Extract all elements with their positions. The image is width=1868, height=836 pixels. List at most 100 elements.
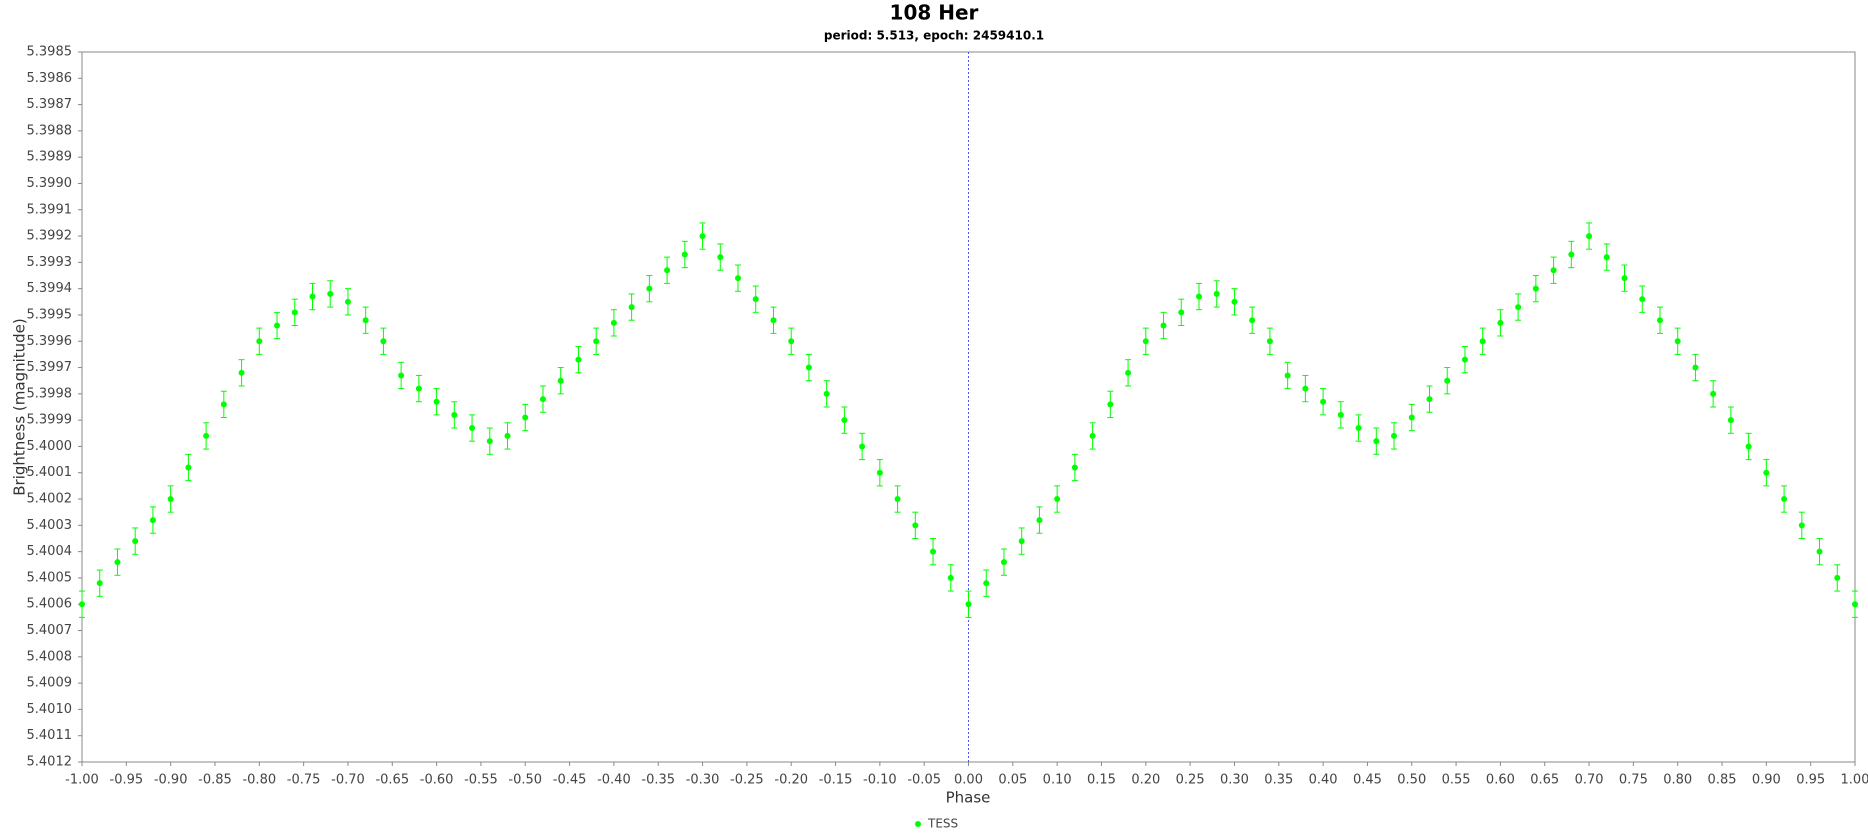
- data-point: [1249, 317, 1256, 324]
- data-point: [717, 254, 724, 261]
- y-axis-label: Brightness (magnitude): [11, 318, 29, 496]
- x-tick-label: 0.80: [1663, 773, 1692, 788]
- data-point: [291, 309, 298, 316]
- x-tick-label: 0.35: [1264, 773, 1293, 788]
- data-point: [1125, 369, 1132, 376]
- x-tick-label: 0.60: [1486, 773, 1515, 788]
- data-point: [1763, 469, 1770, 476]
- data-point: [327, 290, 334, 297]
- data-point: [593, 338, 600, 345]
- x-tick-label: 0.70: [1575, 773, 1604, 788]
- y-tick-label: 5.4002: [27, 492, 73, 507]
- y-tick-label: 5.4006: [27, 597, 73, 612]
- data-point: [770, 317, 777, 324]
- data-point: [646, 285, 653, 292]
- data-point: [1213, 290, 1220, 297]
- x-tick-label: -0.80: [242, 773, 276, 788]
- x-tick-label: 0.90: [1752, 773, 1781, 788]
- data-point: [983, 580, 990, 587]
- data-point: [1603, 254, 1610, 261]
- data-point: [504, 432, 511, 439]
- data-point: [203, 432, 210, 439]
- data-point: [433, 398, 440, 405]
- data-point: [79, 601, 85, 608]
- data-point: [1621, 275, 1628, 282]
- data-point: [1089, 432, 1096, 439]
- data-point: [575, 356, 582, 363]
- plot-area: [81, 51, 1856, 763]
- x-tick-label: -0.85: [198, 773, 232, 788]
- data-point: [1320, 398, 1327, 405]
- y-tick-label: 5.3993: [27, 255, 73, 270]
- y-tick-label: 5.4011: [27, 728, 73, 743]
- data-point: [415, 385, 422, 392]
- data-point: [380, 338, 387, 345]
- y-tick-label: 5.3988: [27, 123, 73, 138]
- data-point: [238, 369, 245, 376]
- data-point: [1142, 338, 1149, 345]
- data-point: [1071, 464, 1078, 471]
- data-point: [1497, 319, 1504, 326]
- y-tick-label: 5.4004: [27, 544, 73, 559]
- y-tick-label: 5.3985: [27, 45, 73, 60]
- data-point: [1107, 401, 1114, 408]
- x-tick-label: 0.75: [1619, 773, 1648, 788]
- data-point: [610, 319, 617, 326]
- y-tick-label: 5.3999: [27, 413, 73, 428]
- data-point: [1000, 559, 1007, 566]
- y-tick-label: 5.3998: [27, 386, 73, 401]
- data-point: [1710, 390, 1717, 397]
- data-point: [1674, 338, 1681, 345]
- data-point: [805, 364, 812, 371]
- data-point: [1054, 496, 1061, 503]
- data-point: [628, 304, 635, 311]
- data-point: [1479, 338, 1486, 345]
- x-tick-label: -0.55: [464, 773, 498, 788]
- y-tick-label: 5.3997: [27, 360, 73, 375]
- x-tick-label: 0.45: [1353, 773, 1382, 788]
- data-point: [114, 559, 121, 566]
- data-point: [1656, 317, 1663, 324]
- data-point: [1231, 298, 1238, 305]
- x-tick-label: 0.50: [1397, 773, 1426, 788]
- data-point: [1036, 517, 1043, 524]
- x-tick-label: 0.25: [1176, 773, 1205, 788]
- x-tick-label: 0.05: [998, 773, 1027, 788]
- data-point: [664, 267, 671, 274]
- x-axis-label: Phase: [946, 789, 991, 807]
- x-tick-label: -0.30: [686, 773, 720, 788]
- x-tick-label: -0.45: [553, 773, 587, 788]
- data-point: [1515, 304, 1522, 311]
- x-tick-label: 0.30: [1220, 773, 1249, 788]
- y-tick-label: 5.4003: [27, 518, 73, 533]
- data-point: [1816, 548, 1823, 555]
- data-point: [788, 338, 795, 345]
- x-tick-label: 0.95: [1796, 773, 1825, 788]
- x-tick-label: -0.35: [641, 773, 675, 788]
- data-point: [344, 298, 351, 305]
- data-point: [96, 580, 103, 587]
- data-point: [185, 464, 192, 471]
- data-point: [398, 372, 405, 379]
- chart-subtitle: period: 5.513, epoch: 2459410.1: [824, 29, 1044, 43]
- y-tick-label: 5.4001: [27, 465, 73, 480]
- x-tick-label: -0.15: [819, 773, 853, 788]
- data-point: [1284, 372, 1291, 379]
- data-point: [1639, 296, 1646, 303]
- data-point: [1568, 251, 1575, 258]
- data-point: [1018, 538, 1025, 545]
- data-point: [735, 275, 742, 282]
- y-tick-label: 5.3991: [27, 202, 73, 217]
- data-point: [469, 425, 476, 432]
- y-tick-label: 5.4005: [27, 570, 73, 585]
- data-point: [1550, 267, 1557, 274]
- x-tick-label: 0.15: [1087, 773, 1116, 788]
- x-tick-label: -1.00: [65, 773, 99, 788]
- data-point: [1373, 438, 1380, 445]
- data-point: [1391, 432, 1398, 439]
- data-point: [894, 496, 901, 503]
- data-point: [841, 417, 848, 424]
- legend-marker: [915, 821, 921, 827]
- y-tick-label: 5.4008: [27, 649, 73, 664]
- data-point: [912, 522, 919, 529]
